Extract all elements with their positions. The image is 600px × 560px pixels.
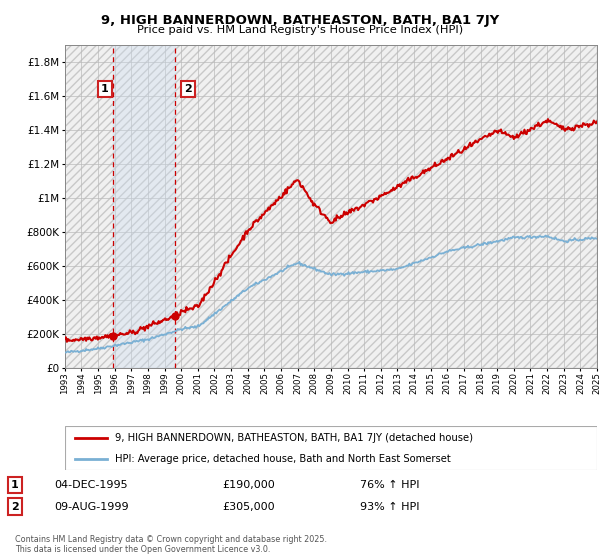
Text: HPI: Average price, detached house, Bath and North East Somerset: HPI: Average price, detached house, Bath…	[115, 454, 451, 464]
Text: 1: 1	[101, 84, 109, 94]
Text: 76% ↑ HPI: 76% ↑ HPI	[360, 480, 419, 490]
Text: 2: 2	[184, 84, 192, 94]
Text: 09-AUG-1999: 09-AUG-1999	[54, 502, 128, 512]
Text: 2: 2	[11, 502, 19, 512]
Text: £190,000: £190,000	[222, 480, 275, 490]
Text: 93% ↑ HPI: 93% ↑ HPI	[360, 502, 419, 512]
Bar	[113, 45, 175, 368]
Text: 9, HIGH BANNERDOWN, BATHEASTON, BATH, BA1 7JY (detached house): 9, HIGH BANNERDOWN, BATHEASTON, BATH, BA…	[115, 433, 473, 443]
Text: 04-DEC-1995: 04-DEC-1995	[54, 480, 128, 490]
Text: Contains HM Land Registry data © Crown copyright and database right 2025.
This d: Contains HM Land Registry data © Crown c…	[15, 535, 327, 554]
Text: 9, HIGH BANNERDOWN, BATHEASTON, BATH, BA1 7JY: 9, HIGH BANNERDOWN, BATHEASTON, BATH, BA…	[101, 14, 499, 27]
Text: 1: 1	[11, 480, 19, 490]
Text: £305,000: £305,000	[222, 502, 275, 512]
Text: Price paid vs. HM Land Registry's House Price Index (HPI): Price paid vs. HM Land Registry's House …	[137, 25, 463, 35]
